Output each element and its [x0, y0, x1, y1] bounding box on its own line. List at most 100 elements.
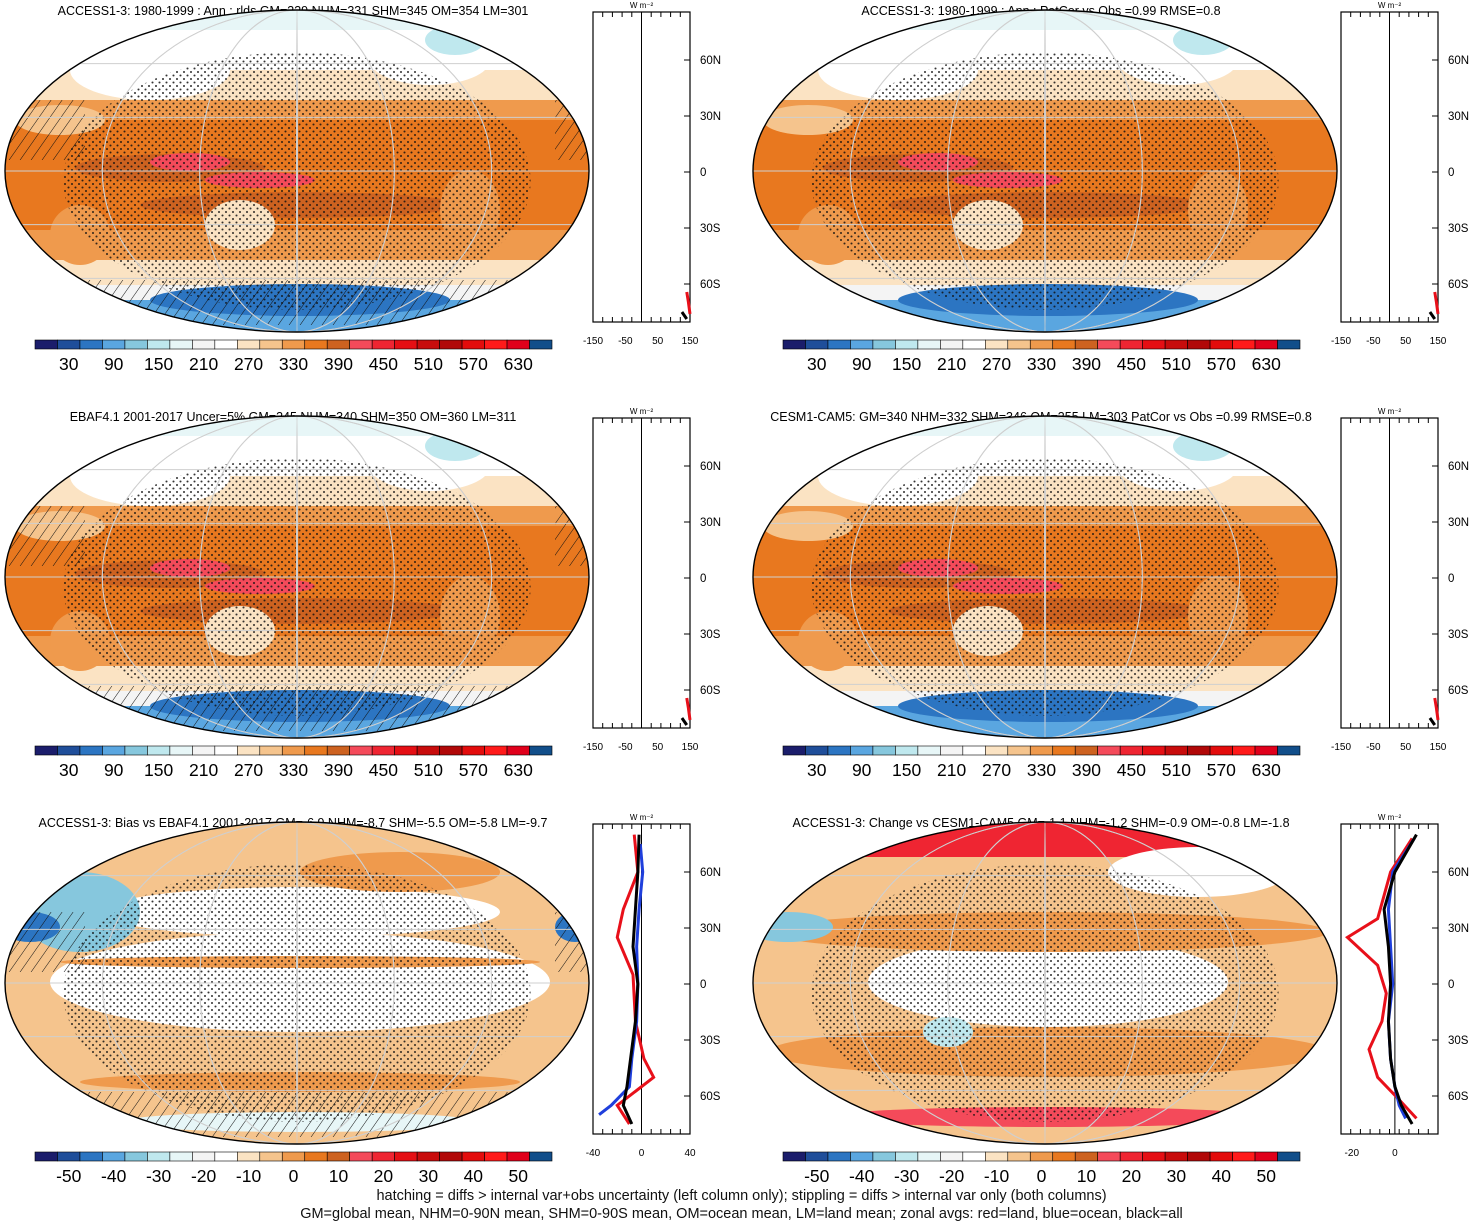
colorbar-label: -20: [939, 1166, 965, 1186]
footer-note-1: hatching = diffs > internal var+obs unce…: [376, 1188, 1107, 1204]
colorbar-swatch: [940, 339, 964, 350]
colorbar-label: 390: [1072, 354, 1101, 374]
colorbar-swatch: [169, 339, 193, 350]
colorbar-label: 0: [289, 1166, 299, 1186]
zonal-ylabel: 60N: [700, 867, 721, 879]
colorbar-swatch: [1074, 339, 1098, 350]
colorbar-label: 30: [807, 760, 827, 780]
colorbar-swatch: [1254, 1151, 1278, 1162]
colorbar-swatch: [439, 339, 463, 350]
zonal-ylabel: 30S: [1448, 1035, 1469, 1047]
colorbar-swatch: [917, 1151, 941, 1162]
colorbar-label: 630: [1252, 354, 1281, 374]
zonal-xtick-label: 150: [682, 742, 699, 753]
colorbar-swatch: [1254, 339, 1278, 350]
zonal-ylabel: 60N: [1448, 867, 1469, 879]
colorbar-swatch: [484, 339, 508, 350]
colorbar-swatch: [985, 339, 1009, 350]
colorbar-label: 40: [1212, 1166, 1232, 1186]
colorbar-swatch: [1209, 1151, 1233, 1162]
colorbar-swatch: [192, 1151, 216, 1162]
colorbar-swatch: [439, 1151, 463, 1162]
colorbar-swatch: [1052, 745, 1076, 756]
zonal-avg-plot: W m⁻² -150 -50 50 150 60N 30N 0 30S 60S: [583, 1, 721, 347]
colorbar-swatch: [506, 745, 530, 756]
zonal-xtick-label: 0: [639, 1148, 645, 1159]
colorbar-swatch: [827, 339, 851, 350]
colorbar-label: 510: [1162, 760, 1191, 780]
zonal-ylabel: 60S: [1448, 685, 1469, 697]
colorbar-swatch: [304, 339, 328, 350]
zonal-ylabel: 0: [1448, 167, 1454, 179]
zonal-ylabel: 30N: [700, 923, 721, 935]
colorbar-swatch: [102, 1151, 126, 1162]
graticule-lon: [296, 416, 298, 738]
zonal-ylabel: 60S: [1448, 1091, 1469, 1103]
colorbar-label: -20: [191, 1166, 217, 1186]
map-field: [753, 416, 1337, 738]
colorbar-swatch: [192, 339, 216, 350]
colorbar-swatch: [349, 745, 373, 756]
colorbar-swatch: [805, 339, 829, 350]
colorbar-label: 210: [189, 760, 218, 780]
colorbar-label: 330: [279, 354, 308, 374]
colorbar-swatch: [1074, 745, 1098, 756]
colorbar-label: 570: [1207, 760, 1236, 780]
colorbar-swatch: [1209, 339, 1233, 350]
colorbar-swatch: [1052, 1151, 1076, 1162]
colorbar-label: -40: [101, 1166, 127, 1186]
change-sahara: [753, 912, 833, 942]
colorbar-swatch: [439, 745, 463, 756]
colorbar-swatch: [259, 745, 283, 756]
panel-5: ACCESS1-3: Bias vs EBAF4.1 2001-2017 GM=…: [4, 813, 721, 1186]
colorbar-swatch: [962, 745, 986, 756]
colorbar-swatch: [1097, 745, 1121, 756]
colorbar-swatch: [326, 339, 350, 350]
colorbar-label: 150: [892, 760, 921, 780]
colorbar-swatch: [1232, 339, 1256, 350]
colorbar-swatch: [917, 745, 941, 756]
colorbar-label: 210: [189, 354, 218, 374]
colorbar-swatch: [237, 339, 261, 350]
zonal-ylabel: 30S: [700, 629, 721, 641]
graticule-lon: [1044, 416, 1046, 738]
graticule-lon: [101, 416, 493, 738]
hatching-west: [5, 912, 85, 972]
zonal-xtick-label: 50: [652, 742, 664, 753]
zonal-all: [1382, 833, 1418, 1125]
zonal-avg-plot: W m⁻² -150 -50 50 150 60N 30N 0 30S 60S: [1331, 1, 1469, 347]
colorbar-swatch: [1007, 339, 1031, 350]
colorbar-label: 150: [144, 760, 173, 780]
hatching-south: [80, 686, 520, 731]
colorbar-swatch: [214, 339, 238, 350]
zonal-all: [1428, 717, 1436, 726]
colorbar-swatch: [394, 1151, 418, 1162]
colorbar-swatch: [79, 339, 103, 350]
graticule-lon: [947, 416, 1143, 738]
colorbar-swatch: [57, 1151, 81, 1162]
zonal-xtick-label: -150: [1331, 336, 1351, 347]
colorbar-swatch: [1142, 1151, 1166, 1162]
zonal-xtick-label: -20: [1345, 1148, 1360, 1159]
zonal-land: [685, 291, 692, 315]
zonal-xtick-label: -50: [618, 742, 633, 753]
graticule-lon: [199, 822, 395, 1144]
graticule-lon: [1044, 822, 1046, 1144]
colorbar-label: 30: [59, 354, 79, 374]
colorbar-swatch: [827, 745, 851, 756]
colorbar-swatch: [461, 339, 485, 350]
zonal-ylabel: 30S: [1448, 223, 1469, 235]
zonal-xtick-label: -50: [618, 336, 633, 347]
hatching-west: [5, 100, 85, 160]
colorbar-swatch: [1007, 745, 1031, 756]
colorbar-swatch: [1187, 745, 1211, 756]
colorbar-swatch: [214, 1151, 238, 1162]
zonal-xtick-label: -50: [1366, 742, 1381, 753]
zonal-ylabel: 0: [1448, 979, 1454, 991]
colorbar-swatch: [371, 1151, 395, 1162]
colorbar-swatch: [147, 1151, 171, 1162]
colorbar-label: 90: [852, 354, 872, 374]
colorbar-swatch: [1187, 339, 1211, 350]
zonal-ylabel: 0: [700, 167, 706, 179]
colorbar: 30 90 150 210 270 330 390 450 510 570 630: [782, 339, 1301, 374]
